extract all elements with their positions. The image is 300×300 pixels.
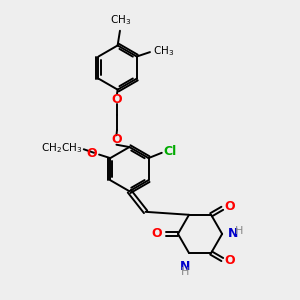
Text: O: O [224, 254, 235, 268]
Text: CH$_2$CH$_3$: CH$_2$CH$_3$ [41, 142, 82, 155]
Text: O: O [224, 200, 235, 213]
Text: H: H [235, 226, 243, 236]
Text: O: O [152, 227, 162, 240]
Text: N: N [228, 227, 238, 240]
Text: O: O [111, 133, 122, 146]
Text: O: O [86, 147, 97, 160]
Text: CH$_3$: CH$_3$ [153, 44, 174, 58]
Text: O: O [112, 93, 122, 106]
Text: Cl: Cl [164, 145, 177, 158]
Text: H: H [181, 267, 190, 277]
Text: CH$_3$: CH$_3$ [110, 14, 131, 27]
Text: N: N [180, 260, 191, 272]
